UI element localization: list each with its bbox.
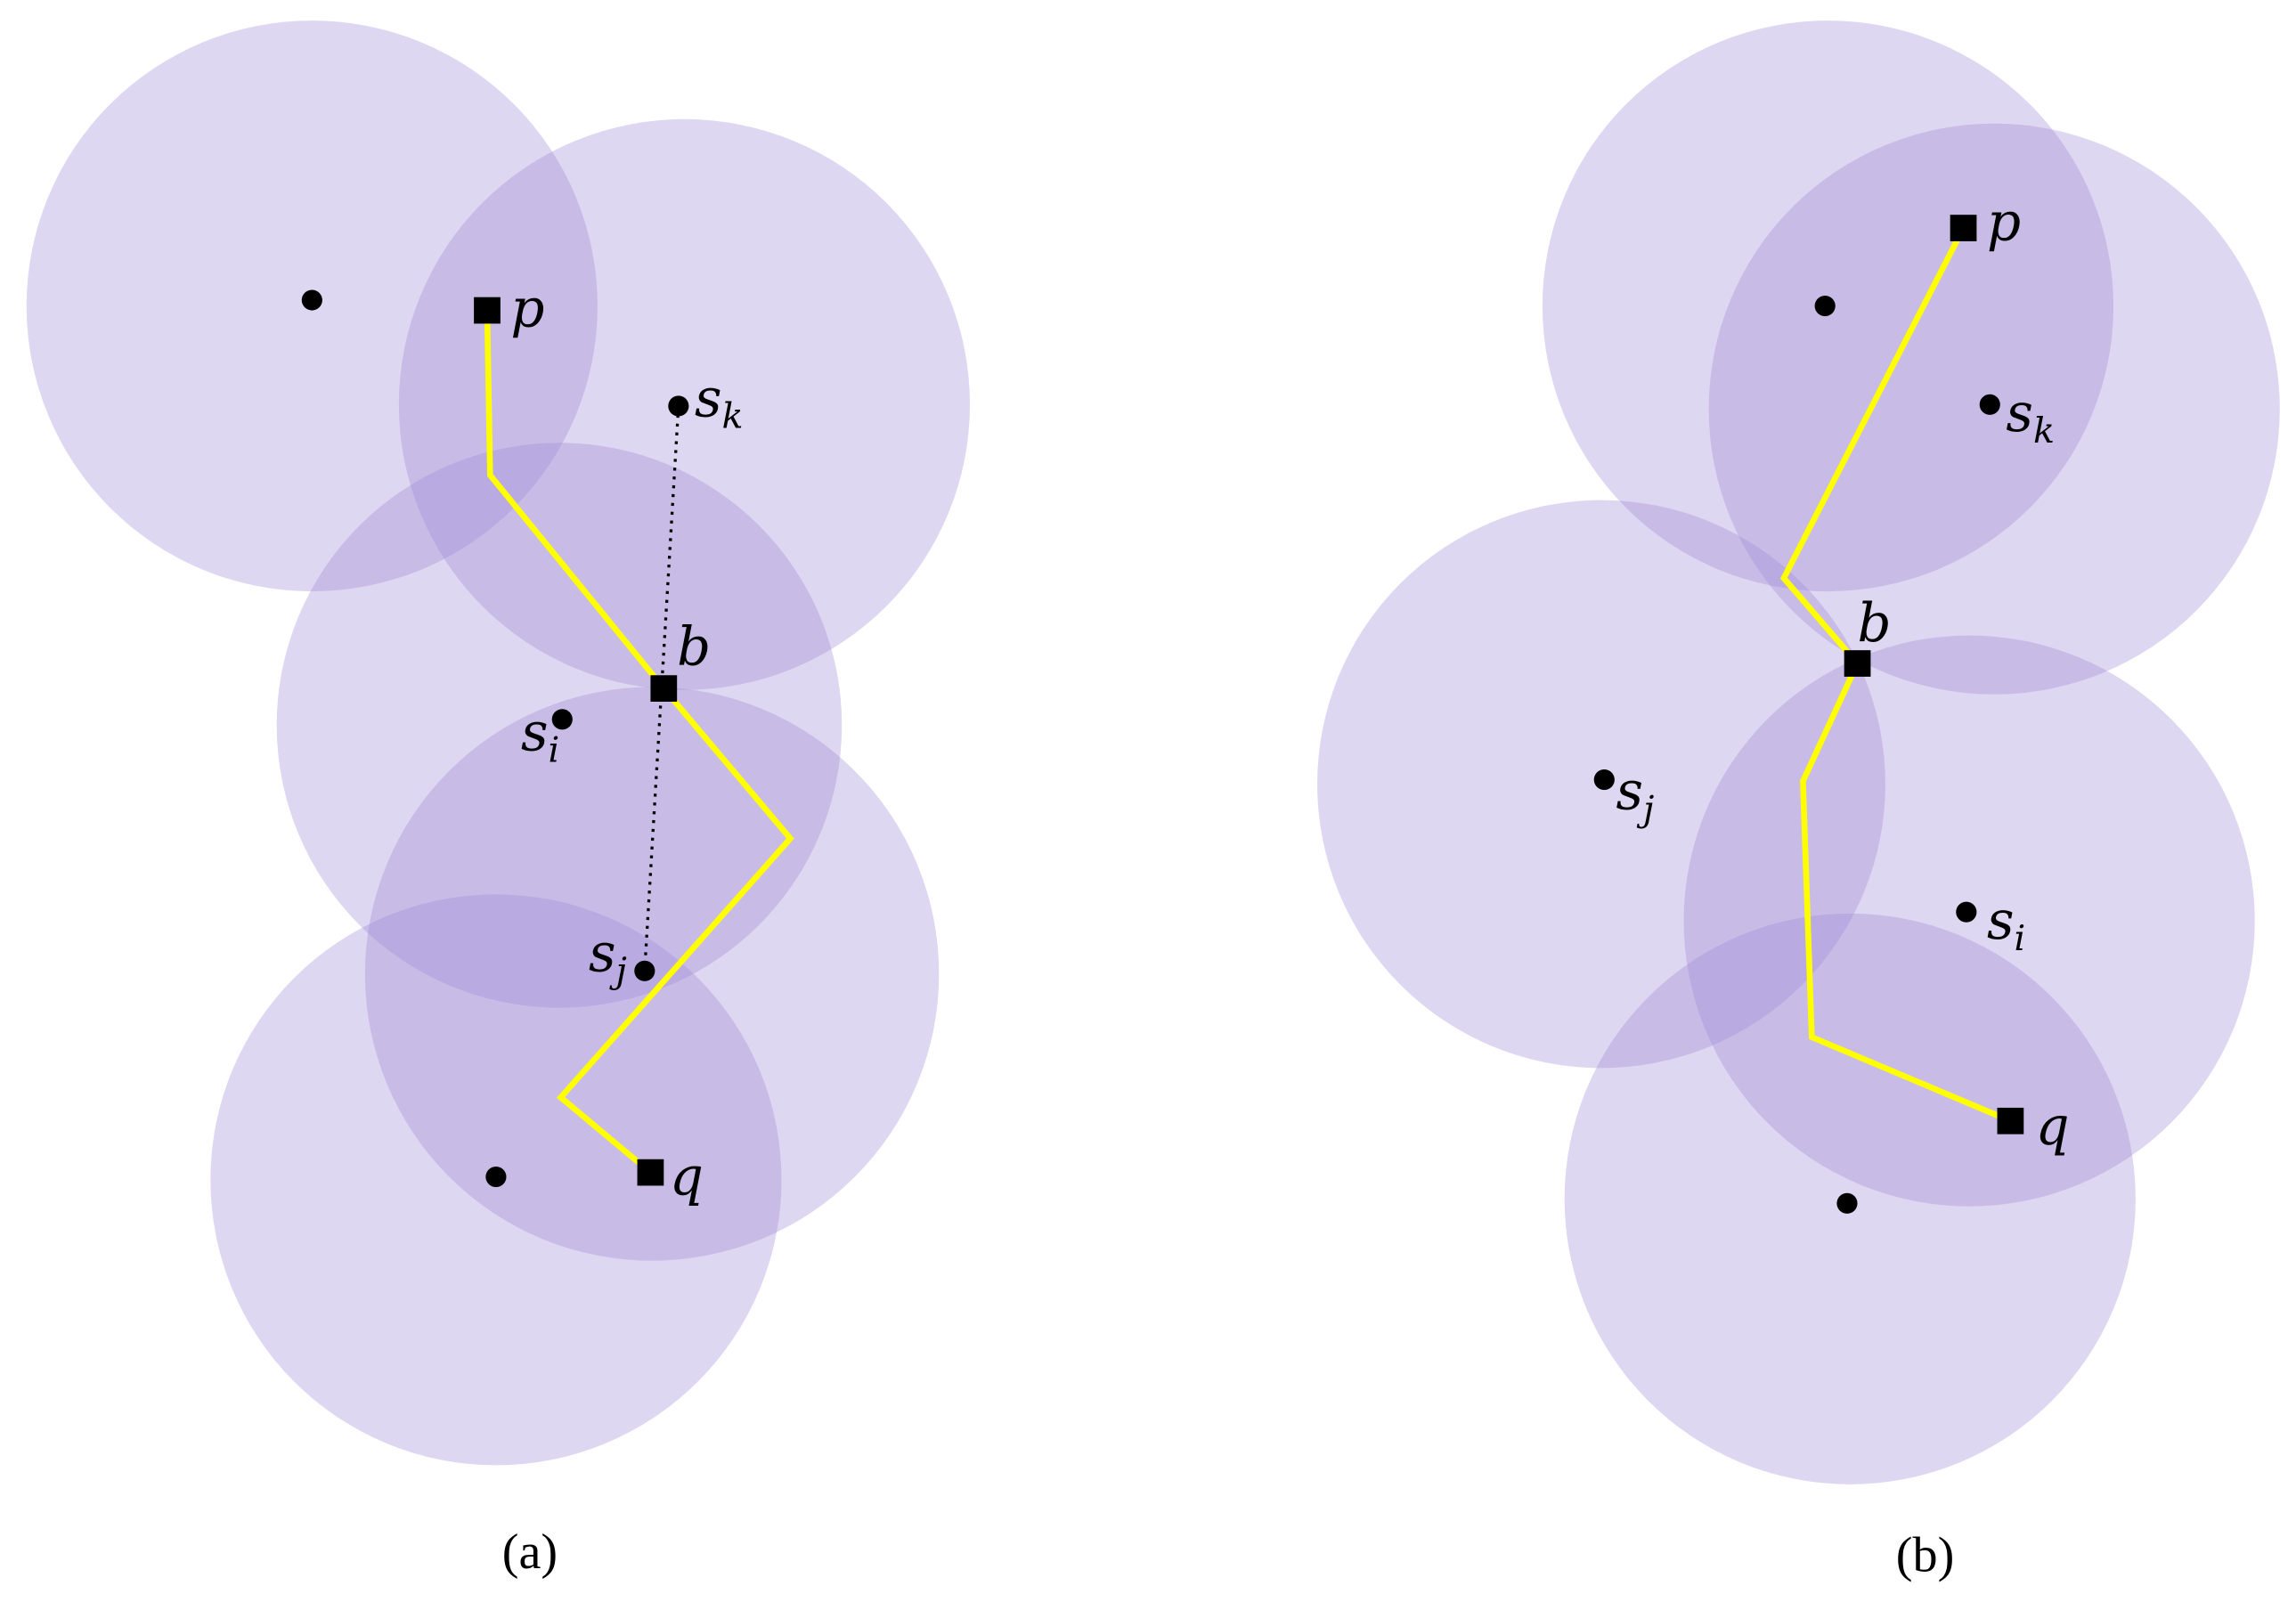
site — [1836, 1192, 1858, 1214]
label-text: b — [677, 617, 711, 679]
site — [634, 960, 655, 981]
caption: (b) — [1896, 1527, 1954, 1582]
label-text: s — [589, 923, 616, 984]
site — [485, 1167, 507, 1188]
label-text: s — [1987, 890, 2015, 952]
node — [474, 297, 501, 324]
label-text: p — [1987, 191, 2021, 253]
label: p — [510, 279, 544, 340]
label: sj — [589, 923, 627, 991]
site — [1814, 296, 1836, 317]
label: q — [670, 1146, 704, 1208]
label-sub: i — [549, 730, 560, 771]
label-sub: i — [2014, 918, 2025, 959]
label-text: b — [1858, 593, 1892, 655]
site — [551, 709, 573, 730]
label-text: p — [510, 279, 544, 340]
label: sk — [2006, 383, 2055, 451]
label: q — [2035, 1096, 2069, 1158]
node — [637, 1159, 664, 1186]
path — [1779, 226, 2012, 1124]
site — [1956, 901, 1977, 923]
label: sk — [695, 369, 744, 437]
label-text: q — [2035, 1096, 2069, 1158]
site — [301, 289, 322, 311]
site — [1593, 768, 1615, 791]
caption: (a) — [502, 1525, 558, 1580]
node — [1844, 650, 1871, 677]
label: sj — [1616, 761, 1655, 830]
label: si — [521, 703, 559, 771]
label-text: q — [670, 1146, 704, 1208]
label-text: s — [695, 369, 722, 430]
label: p — [1987, 191, 2021, 253]
site — [668, 395, 689, 417]
panel-a: p sk b si sj q (a) — [26, 20, 971, 1580]
label: si — [1987, 890, 2025, 959]
label: b — [1858, 593, 1892, 655]
label-text: s — [2006, 383, 2033, 444]
panel-b: p sk b sj si q (b) — [1317, 20, 2280, 1582]
label: b — [677, 617, 711, 679]
label-text: s — [521, 703, 549, 764]
label-sub: k — [2033, 411, 2055, 451]
node — [1997, 1107, 2024, 1134]
node — [650, 675, 678, 702]
path — [484, 310, 794, 1175]
site — [1979, 394, 2000, 415]
label-sub: k — [722, 396, 744, 437]
label-text: s — [1616, 761, 1644, 823]
node — [1950, 215, 1977, 241]
